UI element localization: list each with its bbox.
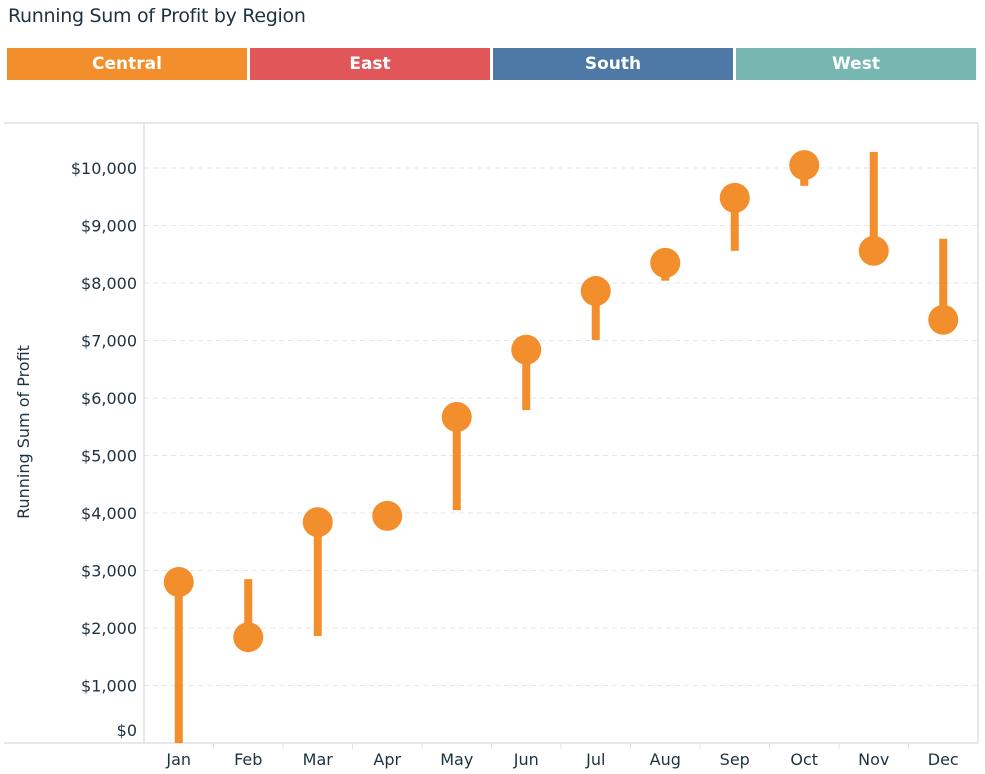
running-sum-point-nov[interactable] — [858, 235, 889, 266]
y-axis-label: Running Sum of Profit — [14, 345, 33, 519]
x-tick-label: Dec — [928, 750, 959, 769]
y-tick-label: $5,000 — [81, 447, 137, 466]
running-sum-point-mar[interactable] — [302, 507, 333, 538]
y-tick-label: $2,000 — [81, 619, 137, 638]
x-tick-label: Mar — [303, 750, 334, 769]
running-sum-point-aug[interactable] — [650, 247, 681, 278]
legend-item-central[interactable]: Central — [7, 48, 247, 80]
profit-bar-dec[interactable] — [939, 238, 948, 320]
profit-bar-jun[interactable] — [522, 349, 531, 411]
profit-bar-jan[interactable] — [174, 582, 183, 743]
y-tick-label: $4,000 — [81, 504, 137, 523]
y-tick-label: $1,000 — [81, 677, 137, 696]
profit-bar-may[interactable] — [452, 416, 461, 511]
profit-bar-mar[interactable] — [313, 522, 322, 637]
x-tick-label: Sep — [720, 750, 750, 769]
running-sum-point-sep[interactable] — [719, 182, 750, 213]
running-sum-point-jun[interactable] — [511, 334, 542, 365]
x-tick-label: Nov — [858, 750, 889, 769]
running-sum-point-apr[interactable] — [372, 500, 403, 531]
y-tick-label: $6,000 — [81, 389, 137, 408]
legend-item-east[interactable]: East — [250, 48, 490, 80]
running-sum-point-dec[interactable] — [928, 304, 959, 335]
running-sum-point-may[interactable] — [441, 401, 472, 432]
chart-title: Running Sum of Profit by Region — [8, 5, 306, 27]
x-tick-label: May — [440, 750, 473, 769]
y-tick-label: $9,000 — [81, 217, 137, 236]
x-tick-label: Feb — [234, 750, 262, 769]
running-sum-point-jul[interactable] — [580, 276, 611, 307]
profit-bar-nov[interactable] — [869, 151, 878, 251]
x-tick-label: Jul — [585, 750, 605, 769]
running-sum-point-oct[interactable] — [789, 150, 820, 181]
y-tick-label: $8,000 — [81, 274, 137, 293]
profit-bar-jul[interactable] — [591, 291, 600, 340]
running-sum-point-jan[interactable] — [163, 567, 194, 597]
y-tick-label: $7,000 — [81, 332, 137, 351]
x-tick-label: Apr — [373, 750, 401, 769]
y-tick-label: $3,000 — [81, 562, 137, 581]
y-tick-label: $0 — [117, 721, 137, 740]
x-tick-label: Jan — [165, 750, 191, 769]
x-tick-label: Jun — [513, 750, 539, 769]
x-tick-label: Oct — [790, 750, 818, 769]
x-tick-label: Aug — [650, 750, 681, 769]
profit-bar-sep[interactable] — [730, 197, 739, 251]
legend-item-west[interactable]: West — [736, 48, 976, 80]
legend-item-south[interactable]: South — [493, 48, 733, 80]
profit-bar-feb[interactable] — [244, 579, 253, 638]
y-tick-label: $10,000 — [71, 159, 137, 178]
running-sum-point-feb[interactable] — [233, 622, 264, 653]
